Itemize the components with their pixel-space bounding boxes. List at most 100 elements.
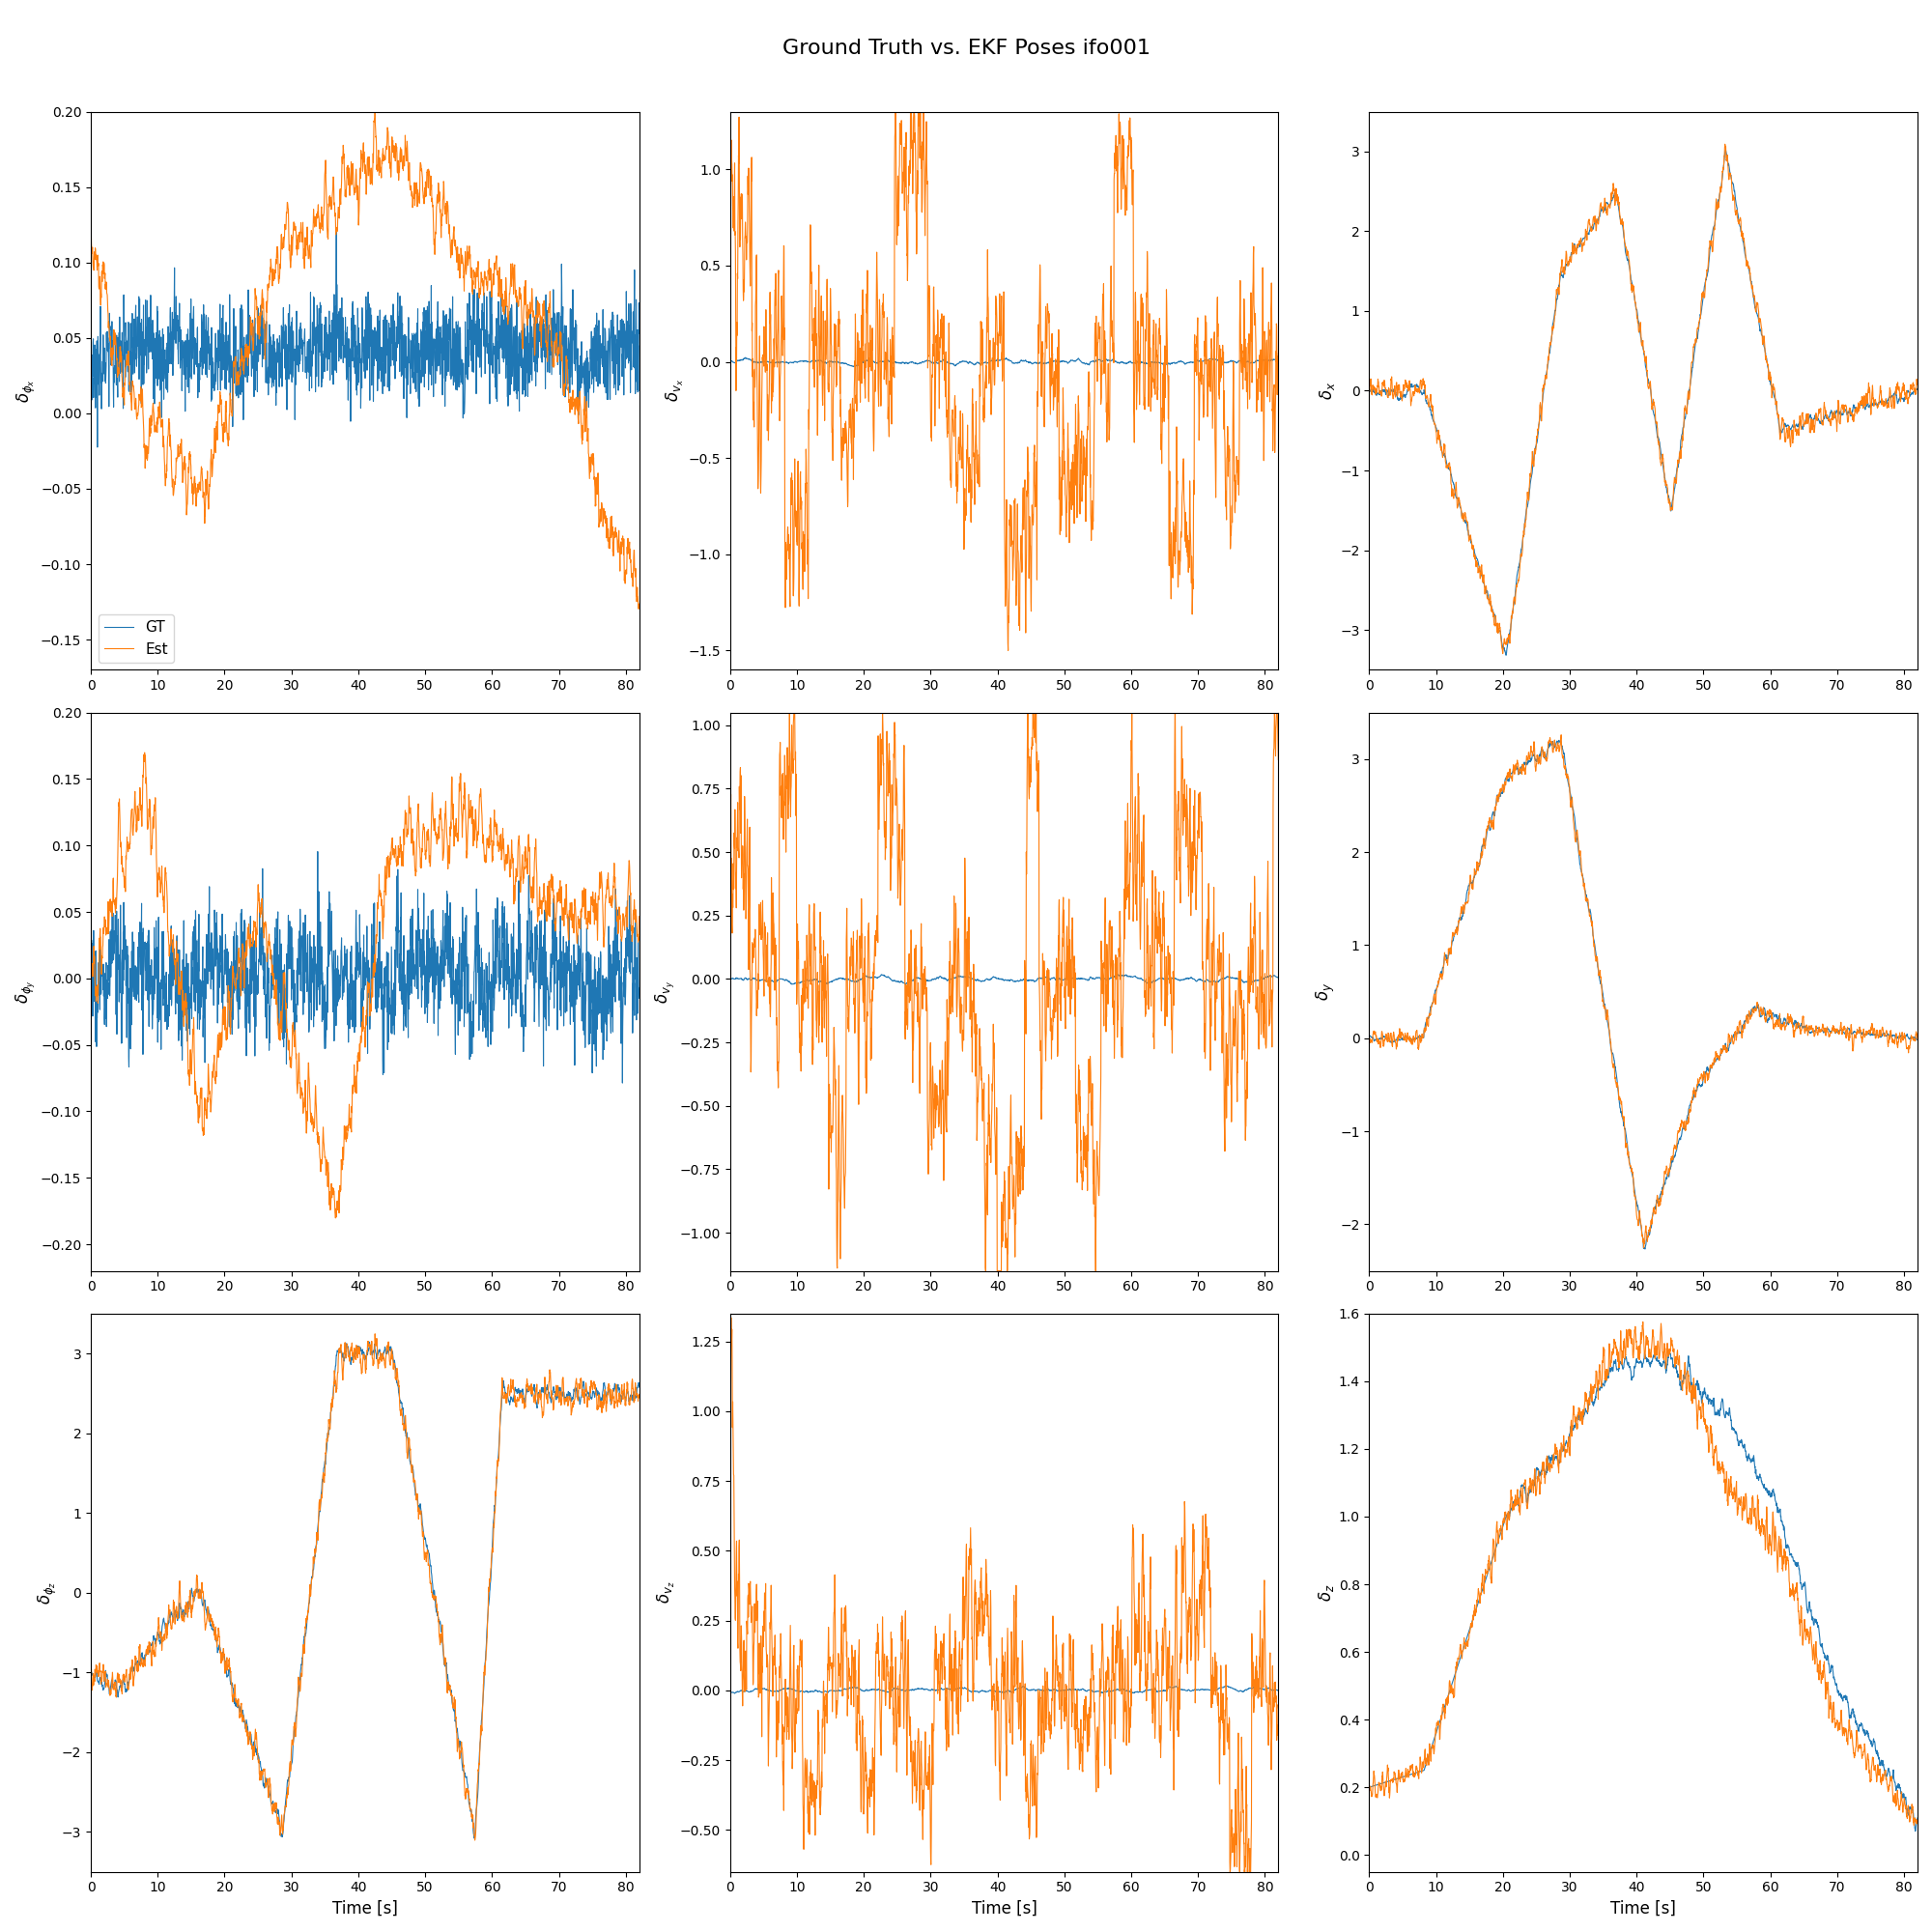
Est [1625,1194,1648,1217]
Est [512,871,535,895]
Est [1905,1808,1928,1832]
Est [628,1383,651,1406]
Est [1789,406,1812,429]
Est [746,962,769,985]
Est [985,1667,1009,1690]
GT [79,355,102,379]
GT [611,1072,634,1095]
Est [1891,1020,1915,1043]
GT [781,972,804,995]
Est [346,1047,369,1070]
Y-axis label: $\delta_{v_x}$: $\delta_{v_x}$ [665,379,686,402]
GT [462,1826,485,1849]
Est [332,1148,355,1171]
GT [612,350,636,373]
Est [1267,748,1291,771]
Est [1549,723,1573,746]
GT [628,987,651,1010]
GT [1151,966,1175,989]
Est [1633,1236,1656,1260]
Est [1609,1090,1633,1113]
GT [612,1379,636,1403]
GT [1609,1352,1633,1376]
Est [997,639,1020,663]
GT [108,321,131,344]
GT [1634,1236,1658,1260]
Est [1358,1776,1381,1799]
GT [106,974,129,997]
Line: GT: GT [91,230,639,446]
GT [746,1677,769,1700]
Line: GT: GT [91,1343,639,1837]
Est [985,311,1009,334]
GT [305,840,328,864]
Y-axis label: $\delta_{v_y}$: $\delta_{v_y}$ [653,980,676,1003]
GT [985,966,1009,989]
Est [330,145,354,168]
Est [1385,375,1408,398]
GT [1625,1188,1648,1211]
Est [883,100,906,124]
Est [628,597,651,620]
Est [970,1099,993,1122]
GT [1905,1028,1928,1051]
Line: GT: GT [1370,1352,1917,1832]
Line: GT: GT [730,357,1279,367]
GT [1891,388,1915,412]
GT [1905,1806,1928,1830]
X-axis label: Time [s]: Time [s] [332,1901,398,1917]
GT [1151,352,1175,375]
Est [133,742,156,765]
Line: Est: Est [730,1318,1279,1872]
GT [869,962,893,985]
Est [612,904,636,927]
GT [719,350,742,373]
Est [1889,1024,1913,1047]
GT [734,346,757,369]
GT [612,980,636,1003]
Line: GT: GT [91,852,639,1084]
GT [723,1681,746,1704]
Est [512,330,535,354]
Est [1252,981,1275,1005]
Est [1625,296,1648,319]
GT [1385,1026,1408,1049]
Est [1151,939,1175,962]
GT [1609,211,1633,234]
Est [719,1306,742,1329]
GT [1252,348,1275,371]
Est [612,1379,636,1403]
Est [1631,1310,1654,1333]
X-axis label: Time [s]: Time [s] [972,1901,1037,1917]
GT [1549,728,1573,752]
GT [346,935,369,958]
GT [1903,1820,1926,1843]
GT [628,323,651,346]
Est [1252,280,1275,303]
GT [1495,643,1519,667]
GT [970,1679,993,1702]
Est [1252,257,1275,280]
Est [1219,1861,1242,1884]
Est [106,1663,129,1687]
Line: GT: GT [730,1687,1279,1692]
Est [612,914,636,937]
Line: Est: Est [91,1333,639,1841]
GT [1267,348,1291,371]
Est [1252,991,1275,1014]
GT [1385,1768,1408,1791]
GT [719,1681,742,1704]
GT [985,348,1009,371]
GT [1609,1101,1633,1124]
GT [346,323,369,346]
Est [612,543,636,566]
Est [1903,1814,1926,1837]
GT [1358,1024,1381,1047]
Est [779,701,802,724]
GT [512,1381,535,1405]
GT [79,1662,102,1685]
GT [1213,1675,1236,1698]
GT [106,1679,129,1702]
Line: GT: GT [730,974,1279,983]
Est [1267,1696,1291,1719]
